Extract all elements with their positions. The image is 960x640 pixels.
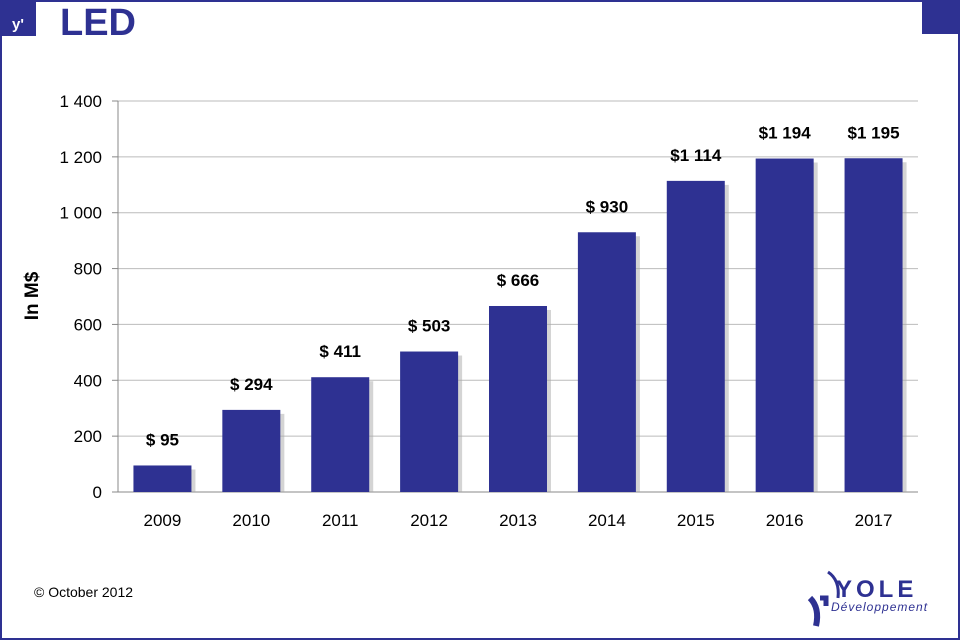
y-tick-label: 1 000 bbox=[59, 204, 102, 223]
data-label: $1 195 bbox=[848, 123, 900, 142]
data-label: $1 114 bbox=[670, 146, 722, 165]
page-title: LED bbox=[60, 2, 136, 44]
y-tick-label: 800 bbox=[74, 260, 102, 279]
y-tick-label: 0 bbox=[93, 483, 102, 502]
data-label: $ 95 bbox=[146, 430, 179, 449]
bar bbox=[755, 158, 814, 493]
yole-logo-mark-icon bbox=[807, 570, 840, 627]
bar bbox=[666, 180, 725, 492]
data-label: $ 503 bbox=[408, 317, 451, 336]
bar bbox=[844, 158, 903, 492]
data-label: $ 930 bbox=[586, 197, 629, 216]
y-tick-label: 1 200 bbox=[59, 148, 102, 167]
x-tick-label: 2012 bbox=[410, 511, 448, 530]
y-axis-label: In M$ bbox=[22, 271, 43, 320]
bar bbox=[577, 232, 636, 492]
x-tick-label: 2014 bbox=[588, 511, 626, 530]
data-label: $ 666 bbox=[497, 271, 540, 290]
yole-brand: YOLE bbox=[836, 576, 918, 603]
data-label: $1 194 bbox=[759, 124, 812, 143]
bar bbox=[400, 351, 459, 492]
y-tick-label: 400 bbox=[74, 371, 102, 390]
data-label: $ 294 bbox=[230, 375, 273, 394]
y-tick-label: 1 400 bbox=[59, 92, 102, 111]
y-tick-label: 600 bbox=[74, 315, 102, 334]
x-tick-label: 2015 bbox=[677, 511, 715, 530]
x-tick-label: 2013 bbox=[499, 511, 537, 530]
data-label: $ 411 bbox=[319, 342, 361, 361]
y-tick-label: 200 bbox=[74, 427, 102, 446]
x-tick-label: 2010 bbox=[232, 511, 270, 530]
yole-logo: YOLE Développement bbox=[806, 568, 936, 628]
bar bbox=[222, 409, 281, 492]
x-tick-label: 2017 bbox=[855, 511, 893, 530]
corner-decoration bbox=[922, 0, 960, 34]
bar bbox=[489, 305, 547, 492]
x-tick-label: 2009 bbox=[144, 511, 182, 530]
x-tick-label: 2016 bbox=[766, 511, 804, 530]
bar bbox=[133, 465, 192, 492]
bar bbox=[311, 377, 370, 492]
x-tick-label: 2011 bbox=[322, 511, 359, 530]
copyright-text: © October 2012 bbox=[34, 584, 134, 600]
yole-corner-logo: y' bbox=[0, 0, 36, 36]
yole-brand-sub: Développement bbox=[831, 600, 929, 614]
